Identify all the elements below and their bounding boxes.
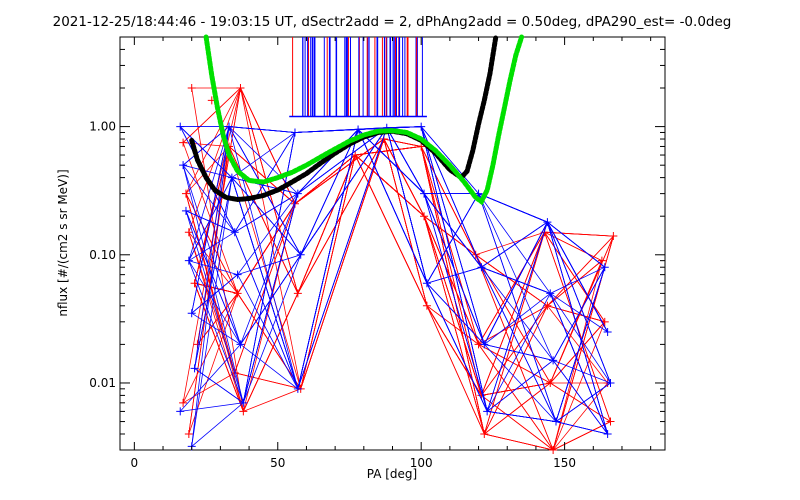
spectrum-line	[197, 86, 614, 451]
spectrum-line	[194, 129, 606, 423]
data-point	[176, 407, 185, 416]
spectrum-line	[194, 138, 611, 451]
data-point	[549, 356, 558, 365]
data-point	[181, 189, 190, 198]
data-point	[422, 279, 431, 288]
data-point	[603, 429, 612, 438]
spectrum-line	[197, 154, 608, 396]
x-tick-label: 50	[270, 456, 285, 470]
data-point	[236, 84, 245, 93]
data-point	[179, 161, 188, 170]
data-point	[176, 122, 185, 131]
plot-area	[119, 34, 666, 454]
data-point	[606, 378, 615, 387]
spectrum-line	[185, 154, 605, 390]
x-axis-label: PA [deg]	[367, 467, 417, 481]
data-point	[543, 218, 552, 227]
data-point	[187, 84, 196, 93]
spectrum-line	[182, 127, 606, 423]
spectrum-line	[188, 125, 606, 413]
y-axis: 0.01 0.10 1.00	[89, 36, 665, 451]
spectrum-line	[188, 128, 606, 423]
spectrum-line	[188, 154, 614, 413]
spectrum-line	[188, 126, 608, 413]
data-point	[477, 263, 486, 272]
y-tick-label: 0.10	[89, 248, 116, 262]
spectrum-line	[185, 126, 606, 403]
data-point	[239, 407, 248, 416]
chart-title: 2021-12-25/18:44:46 - 19:03:15 UT, dSect…	[53, 14, 732, 30]
data-point	[549, 446, 558, 454]
data-point	[293, 189, 302, 198]
spectrum-line	[182, 145, 614, 452]
x-tick-label: 100	[410, 456, 433, 470]
data-point	[190, 364, 199, 373]
x-tick-label: 0	[131, 456, 139, 470]
data-point	[543, 301, 552, 310]
data-point	[609, 232, 618, 241]
spectrum-line	[194, 154, 614, 397]
data-point	[597, 256, 606, 265]
spike-lines	[289, 37, 427, 118]
fit-curve	[203, 34, 525, 206]
x-tick-label: 150	[553, 456, 576, 470]
spectrum-line	[185, 145, 603, 451]
data-point	[227, 173, 236, 182]
data-point	[546, 378, 555, 387]
fit-curves	[189, 34, 525, 206]
data-point	[606, 417, 615, 426]
data-point	[354, 125, 363, 134]
data-point	[546, 289, 555, 298]
spectrum-line	[182, 138, 614, 435]
data-point	[603, 327, 612, 336]
data-point	[187, 309, 196, 318]
spectrum-line	[194, 146, 606, 451]
data-point	[483, 407, 492, 416]
data-point	[233, 289, 242, 298]
data-point	[184, 429, 193, 438]
data-point	[230, 228, 239, 237]
y-tick-label: 1.00	[89, 120, 116, 134]
spectrum-line	[197, 87, 611, 451]
data-point	[290, 128, 299, 137]
spectrum-line	[183, 137, 614, 436]
spectrum-line	[180, 127, 611, 423]
data-point	[233, 270, 242, 279]
data-point	[480, 340, 489, 349]
spectrum-line	[188, 138, 605, 397]
spectrum-line	[191, 87, 603, 413]
data-point	[184, 256, 193, 265]
x-axis: 0 50 100 150	[131, 37, 652, 470]
spectrum-line	[194, 154, 606, 413]
data-point	[184, 228, 193, 237]
data-point	[600, 263, 609, 272]
data-point	[417, 122, 426, 131]
spectrum-line	[179, 126, 608, 391]
data-point	[420, 212, 429, 221]
data-point	[420, 189, 429, 198]
data-point	[552, 417, 560, 426]
data-point	[480, 429, 489, 438]
data-point	[417, 142, 426, 151]
data-point	[179, 398, 188, 407]
y-axis-label: nflux [#/(cm2 s sr MeV)]	[56, 169, 70, 316]
data-point	[422, 301, 431, 310]
data-marks	[176, 84, 618, 454]
spectrum-line	[182, 129, 608, 435]
spectrum-line	[179, 126, 608, 413]
y-tick-label: 0.01	[89, 376, 116, 390]
data-point	[236, 340, 245, 349]
spectrum-line	[191, 125, 606, 447]
data-point	[296, 250, 305, 259]
data-point	[179, 138, 188, 147]
data-point	[293, 384, 302, 393]
data-point	[239, 398, 248, 407]
data-point	[181, 206, 190, 215]
data-point	[293, 289, 302, 298]
spectrum-line	[194, 138, 608, 451]
data-point	[225, 122, 233, 131]
